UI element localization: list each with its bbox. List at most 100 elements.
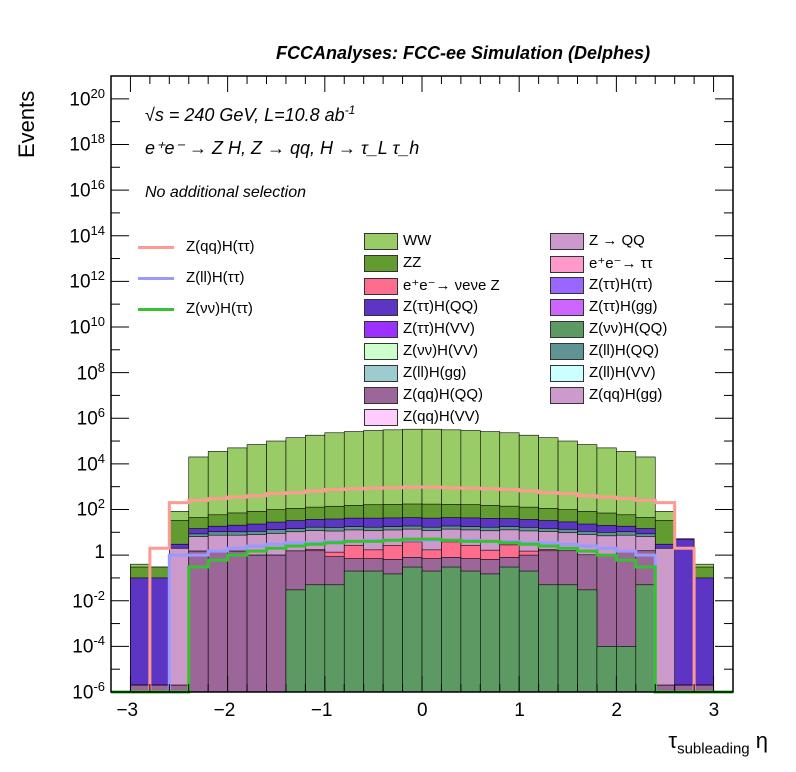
bar-Z(vv)H(QQ)-11 [324,584,345,693]
bar-Z(ττ)H(QQ)-29 [674,538,695,693]
bar-Z(vv)H(QQ)-16 [421,570,442,693]
legend-box-entry: WW [364,232,431,250]
y-tick-label-exp: 6 [97,405,105,421]
bar-Z(vv)H(QQ)-17 [441,566,462,693]
bar-Z(qq)H(QQ)-7 [246,554,267,693]
energy-sup: -1 [344,103,356,117]
y-tick-label-exp: 10 [90,313,105,329]
legend-box-entry: Z(ll)H(VV) [550,364,656,382]
bar-Z(vv)H(QQ)-21 [518,570,539,693]
legend-line-label: Z(qq)H(ττ) [186,238,255,255]
y-axis-label: Events [14,90,39,158]
bar-Z(qq)H(QQ)-4 [188,550,209,693]
bar-Z(vv)H(QQ)-12 [343,570,364,693]
legend-line-swatch [138,276,174,280]
y-tick-label-base: 10 [69,180,91,202]
y-tick-label-exp: 18 [90,131,105,147]
y-tick-label-base: 10 [72,636,94,658]
bar-Z(qq)H(gg)-28 [654,547,675,693]
y-tick-label: 104 [77,451,105,476]
legend-box-entry: ZZ [364,254,421,272]
y-tick-label-exp: 14 [90,222,105,238]
bar-Z(vv)H(QQ)-20 [499,566,520,693]
legend-swatch [550,255,584,273]
legend-swatch [550,364,584,382]
legend-swatch [364,277,398,295]
bar-Z(vv)H(QQ)-27 [635,584,656,693]
y-tick-label-base: 10 [76,499,98,521]
legend-label: Z(qq)H(gg) [589,386,663,403]
legend-box-entry: Z → QQ [550,232,645,250]
y-tick-label-exp: -2 [93,587,105,603]
bar-Z(ττ)H(QQ)-1 [130,577,151,693]
bar-Z(vv)H(QQ)-9 [285,589,306,693]
bar-Z(vv)H(QQ)-13 [363,570,384,693]
legend-swatch [364,254,398,272]
legend-swatch [550,342,584,360]
legend-line-entry: Z(ll)H(ττ) [138,269,245,286]
legend-swatch [550,320,584,338]
legend-label: Z(νν)H(QQ) [589,320,668,337]
legend-box-entry: Z(ll)H(gg) [364,364,466,382]
x-tick-label: −3 [116,700,139,721]
legend-swatch [364,320,398,338]
legend-swatch [364,232,398,250]
energy-annotation: √s = 240 GeV, L=10.8 ab-1 [145,103,355,126]
legend-box-entry: Z(qq)H(VV) [364,408,480,426]
y-tick-label-base: 10 [69,317,91,339]
legend-label: Z(ll)H(QQ) [589,342,659,359]
y-tick-label: 1014 [69,223,105,248]
y-tick-label-base: 10 [72,682,94,704]
x-tick-label: 1 [514,700,525,721]
y-tick-label-base: 10 [69,134,91,156]
x-axis-sub: subleading [677,740,750,758]
bar-Z(vv)H(QQ)-15 [402,566,423,693]
x-axis-symbol: τ [668,728,678,753]
chart-title: FCCAnalyses: FCC-ee Simulation (Delphes) [276,43,651,63]
y-tick-label: 10-2 [72,588,105,613]
y-tick-label: 102 [77,496,105,521]
bar-Z(qq)H(QQ)-5 [207,550,228,693]
line-Z(qq)H(ττ) [111,485,733,694]
legend-line-label: Z(ll)H(ττ) [186,269,245,286]
legend-line-entry: Z(qq)H(ττ) [138,238,255,255]
y-tick-label-base: 10 [69,89,91,111]
y-tick-label: 10-4 [72,633,105,658]
bar-Z(vv)H(QQ)-24 [577,589,598,693]
axes-ticks [110,75,734,693]
y-tick-label-exp: -6 [93,679,105,694]
y-tick-label-exp: 12 [90,268,105,284]
legend-box-entry: Z(qq)H(gg) [550,386,662,404]
y-tick-label-base: 10 [72,591,94,613]
legend-label: e⁺e⁻→ ττ [589,255,653,272]
legend-box-entry: Z(ll)H(QQ) [550,342,659,360]
legend-box-entry: Z(ττ)H(gg) [550,298,658,316]
legend-label: ZZ [403,254,422,271]
legend-label: Z → QQ [589,232,645,249]
legend-box-entry: Z(ττ)H(ττ) [550,276,653,294]
y-tick-label-base: 10 [69,226,91,248]
x-tick-label: −1 [310,700,333,721]
bar-Z(qq)H(QQ)-8 [266,554,287,693]
y-tick-label-exp: 2 [97,496,105,512]
legend-box-entry: Z(νν)H(VV) [364,342,478,360]
y-tick-label: 106 [77,405,105,430]
legend-swatch [550,276,584,294]
bar-Z(vv)H(QQ)-18 [460,570,481,693]
y-tick-label: 1018 [69,131,105,156]
x-axis-tail: η [749,728,768,753]
bar-Z(vv)H(QQ)-23 [557,584,578,693]
x-tick-label: −2 [213,700,236,721]
bar-Z(ττ)H(QQ)-2 [149,577,170,693]
legend-line-swatch [138,245,174,249]
y-tick-label-exp: 8 [97,359,105,375]
legend-swatch [550,232,584,250]
legend-swatch [364,386,398,404]
legend-label: Z(qq)H(QQ) [403,386,483,403]
legend-swatch [364,408,398,426]
legend-swatch [364,298,398,316]
bar-Z(vv)H(QQ)-26 [616,646,637,693]
x-axis-label: τsubleading η [668,728,768,757]
legend-line-swatch [138,307,174,311]
